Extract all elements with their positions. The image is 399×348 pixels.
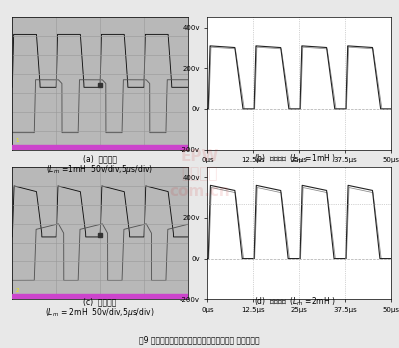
- Text: (c)  实验波形: (c) 实验波形: [83, 298, 117, 307]
- Text: EPW
电子元件
com.cn: EPW 电子元件 com.cn: [169, 149, 230, 199]
- Text: 1: 1: [16, 138, 19, 143]
- Text: 2: 2: [16, 288, 19, 293]
- Text: (b)  仿真波形  ($L_m$ =1mH ): (b) 仿真波形 ($L_m$ =1mH ): [254, 153, 336, 165]
- Text: 图9 不同的激磁电感对关断时的开关管届迸同 电壮的影响: 图9 不同的激磁电感对关断时的开关管届迸同 电壮的影响: [139, 336, 260, 345]
- Text: ($L_m$ = 2mH  50v/div,5$\mu$s/div): ($L_m$ = 2mH 50v/div,5$\mu$s/div): [45, 306, 154, 319]
- Text: ($L_m$ =1mH  50v/div,5$\mu$s/div): ($L_m$ =1mH 50v/div,5$\mu$s/div): [46, 163, 153, 176]
- Bar: [12, 294, 188, 299]
- Bar: [12, 145, 188, 150]
- Text: (a)  实验波形: (a) 实验波形: [83, 155, 117, 164]
- Text: (d)  仿真波形  ($L_m$ =2mH ): (d) 仿真波形 ($L_m$ =2mH ): [254, 295, 336, 308]
